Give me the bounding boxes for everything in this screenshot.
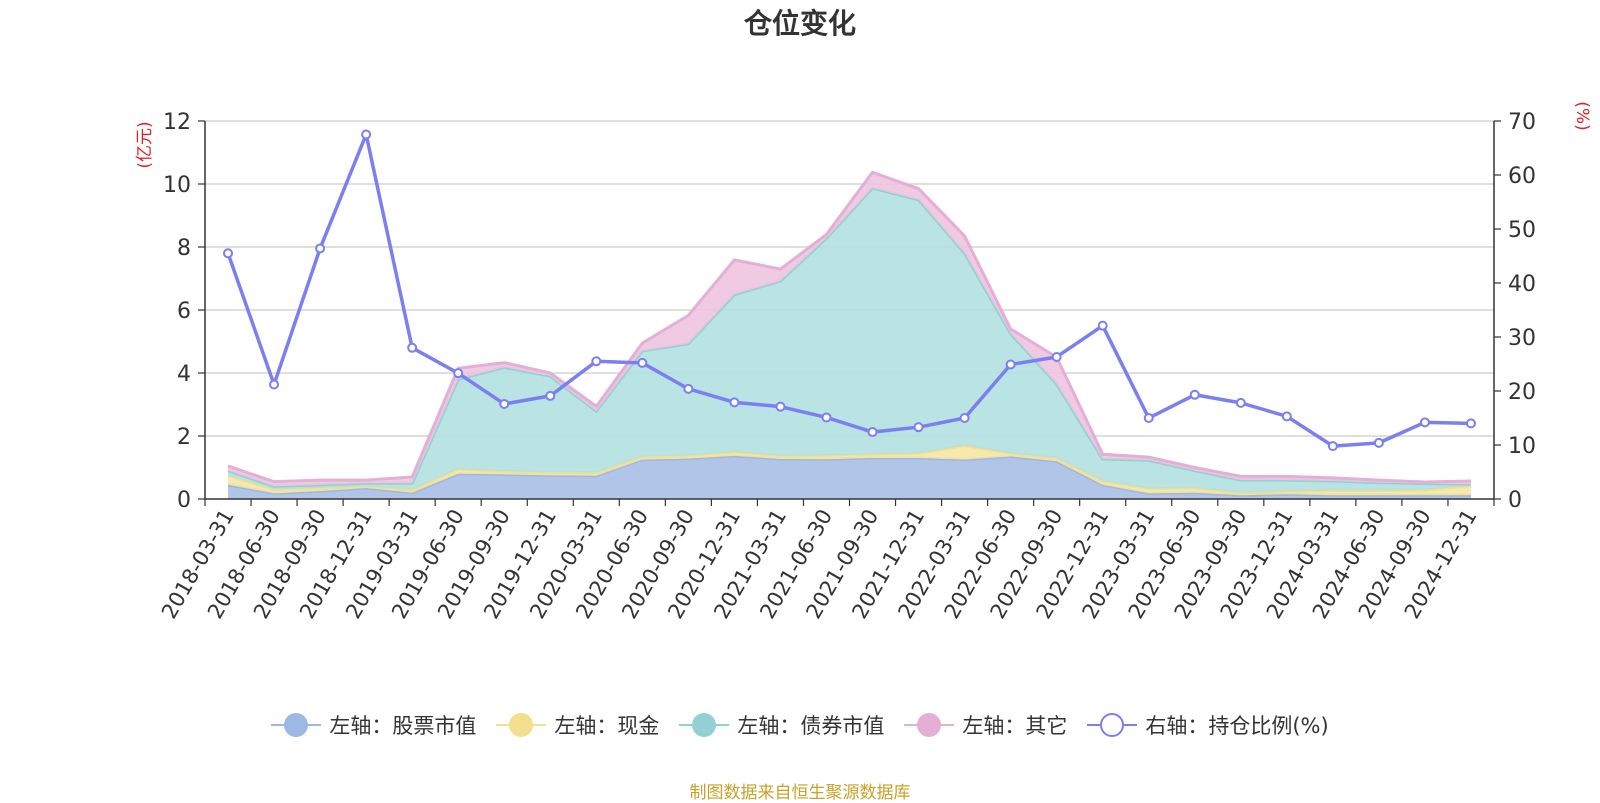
legend-item-ratio[interactable]: 右轴：持仓比例(%) xyxy=(1087,710,1329,740)
ratio-point xyxy=(591,356,602,367)
right-axis-tick-label: 60 xyxy=(1508,164,1536,189)
legend-stock-label: 左轴：股票市值 xyxy=(329,714,477,738)
legend-item-cash[interactable]: 左轴：现金 xyxy=(496,710,659,740)
area-series xyxy=(227,170,1472,499)
left-axis-title: (亿元) xyxy=(135,121,155,168)
ratio-point xyxy=(499,398,510,409)
ratio-point xyxy=(1005,359,1016,370)
data-source-note: 制图数据来自恒生聚源数据库 xyxy=(689,783,911,803)
left-axis-tick-label: 8 xyxy=(177,236,191,261)
legend-item-stock[interactable]: 左轴：股票市值 xyxy=(271,710,476,740)
legend-item-bond[interactable]: 左轴：债券市值 xyxy=(679,710,884,740)
legend-other-label: 左轴：其它 xyxy=(962,714,1068,738)
right-axis-tick-label: 30 xyxy=(1508,326,1536,351)
right-axis-tick-label: 0 xyxy=(1508,488,1522,513)
legend-stock-icon xyxy=(271,713,322,737)
ratio-point xyxy=(637,357,648,368)
legend-ratio-icon xyxy=(1087,713,1138,737)
ratio-point xyxy=(729,397,740,408)
legend-other-dot xyxy=(917,713,942,737)
legend-bond-dot xyxy=(692,713,717,737)
legend-item-other[interactable]: 左轴：其它 xyxy=(904,710,1067,740)
area-stock xyxy=(228,455,1471,499)
ratio-point xyxy=(683,383,694,394)
ratio-point xyxy=(269,379,280,390)
legend-ratio-label: 右轴：持仓比例(%) xyxy=(1145,714,1329,738)
ratio-point xyxy=(361,129,372,140)
legend-other-icon xyxy=(904,713,955,737)
area-bond xyxy=(228,188,1471,493)
ratio-point xyxy=(1281,411,1292,422)
right-axis-tick-label: 20 xyxy=(1508,380,1536,405)
ratio-point xyxy=(315,243,326,254)
legend-cash-label: 左轴：现金 xyxy=(554,714,660,738)
ratio-point xyxy=(1051,351,1062,362)
legend-bond-icon xyxy=(679,713,730,737)
ratio-point xyxy=(545,390,556,401)
legend-ratio-dot xyxy=(1100,713,1125,737)
ratio-point xyxy=(775,401,786,412)
left-axis-tick-label: 6 xyxy=(177,299,191,324)
ratio-series xyxy=(223,129,1476,452)
right-axis-tick-label: 40 xyxy=(1508,272,1536,297)
ratio-point xyxy=(959,413,970,423)
left-axis-tick-label: 0 xyxy=(177,488,191,513)
ratio-point xyxy=(821,412,832,423)
ratio-line xyxy=(226,132,1472,448)
ratio-point xyxy=(1189,389,1200,400)
ratio-point xyxy=(867,427,878,438)
left-axis-tick-label: 10 xyxy=(163,173,191,198)
ratio-point xyxy=(407,342,418,353)
ratio-point xyxy=(913,422,924,433)
ratio-point xyxy=(1465,418,1476,429)
ratio-point xyxy=(1327,441,1338,452)
legend-stock-dot xyxy=(284,713,309,737)
chart-svg: 0246810120102030405060702018-03-312018-0… xyxy=(135,101,1592,623)
right-axis-title: (%) xyxy=(1572,101,1592,130)
legend-cash-dot xyxy=(509,713,534,737)
ratio-point xyxy=(1097,320,1108,331)
legend: 左轴：股票市值 左轴：现金 左轴：债券市值 左轴：其它 右轴：持仓比例(%) xyxy=(0,705,1600,745)
legend-cash-icon xyxy=(496,713,547,737)
left-axis-tick-label: 2 xyxy=(177,425,191,450)
ratio-point xyxy=(1235,397,1246,408)
right-axis-tick-label: 50 xyxy=(1508,218,1536,243)
chart-title: 仓位变化 xyxy=(743,7,856,40)
ratio-point xyxy=(1143,413,1154,423)
legend-bond-label: 左轴：债券市值 xyxy=(737,714,885,738)
right-axis-tick-label: 10 xyxy=(1508,434,1536,459)
left-axis-tick-label: 4 xyxy=(177,362,191,387)
ratio-point xyxy=(1419,417,1430,428)
area-edge-other xyxy=(227,170,1472,484)
ratio-point xyxy=(223,248,234,259)
ratio-point xyxy=(1373,437,1384,448)
right-axis-tick-label: 70 xyxy=(1508,110,1536,135)
ratio-point xyxy=(453,368,464,379)
left-axis-tick-label: 12 xyxy=(163,110,191,135)
